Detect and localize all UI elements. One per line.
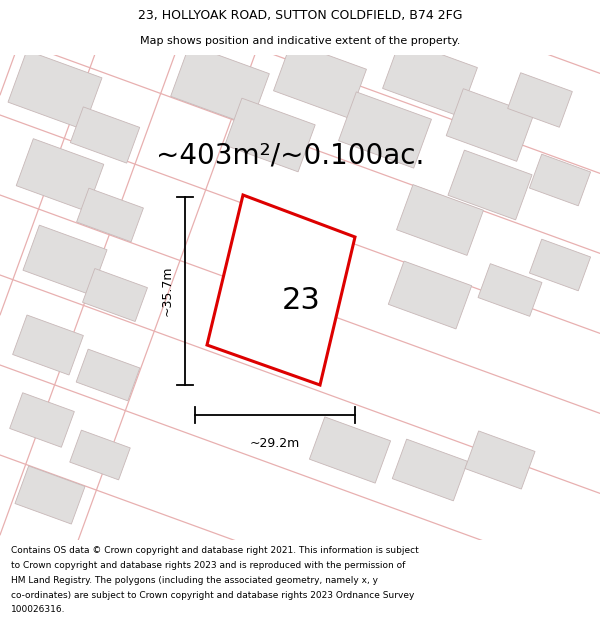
Polygon shape: [76, 349, 140, 401]
Polygon shape: [392, 439, 468, 501]
Polygon shape: [16, 139, 104, 211]
Polygon shape: [465, 431, 535, 489]
Polygon shape: [508, 72, 572, 127]
Text: ~29.2m: ~29.2m: [250, 437, 300, 450]
Polygon shape: [70, 430, 130, 480]
Polygon shape: [23, 225, 107, 295]
Polygon shape: [207, 195, 355, 385]
Text: 100026316.: 100026316.: [11, 606, 65, 614]
Polygon shape: [529, 239, 590, 291]
Polygon shape: [10, 392, 74, 448]
Polygon shape: [310, 417, 391, 483]
Text: ~403m²/~0.100ac.: ~403m²/~0.100ac.: [156, 141, 424, 169]
Polygon shape: [388, 261, 472, 329]
Polygon shape: [448, 150, 532, 220]
Polygon shape: [70, 107, 140, 163]
Polygon shape: [383, 39, 478, 116]
Polygon shape: [15, 466, 85, 524]
Text: ~35.7m: ~35.7m: [161, 266, 173, 316]
Polygon shape: [13, 315, 83, 375]
Text: Contains OS data © Crown copyright and database right 2021. This information is : Contains OS data © Crown copyright and d…: [11, 546, 419, 555]
Text: 23: 23: [282, 286, 320, 315]
Polygon shape: [170, 44, 269, 126]
Text: co-ordinates) are subject to Crown copyright and database rights 2023 Ordnance S: co-ordinates) are subject to Crown copyr…: [11, 591, 414, 599]
Text: to Crown copyright and database rights 2023 and is reproduced with the permissio: to Crown copyright and database rights 2…: [11, 561, 405, 570]
Polygon shape: [225, 98, 315, 172]
Polygon shape: [8, 51, 102, 129]
Polygon shape: [397, 184, 484, 256]
Text: 23, HOLLYOAK ROAD, SUTTON COLDFIELD, B74 2FG: 23, HOLLYOAK ROAD, SUTTON COLDFIELD, B74…: [138, 9, 462, 22]
Polygon shape: [529, 154, 590, 206]
Polygon shape: [338, 92, 431, 168]
Polygon shape: [446, 89, 534, 161]
Text: HM Land Registry. The polygons (including the associated geometry, namely x, y: HM Land Registry. The polygons (includin…: [11, 576, 378, 585]
Polygon shape: [478, 264, 542, 316]
Text: Map shows position and indicative extent of the property.: Map shows position and indicative extent…: [140, 36, 460, 46]
Polygon shape: [274, 42, 367, 118]
Polygon shape: [83, 269, 148, 321]
Polygon shape: [77, 188, 143, 242]
